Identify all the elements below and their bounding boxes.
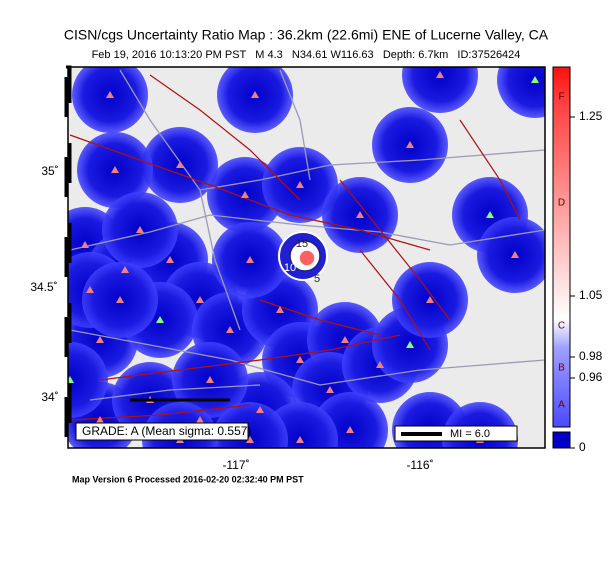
road xyxy=(89,384,261,401)
station xyxy=(246,256,254,263)
contour xyxy=(298,249,316,267)
epicenter-contours: 15 10 5 xyxy=(278,231,328,285)
fault xyxy=(459,119,521,221)
station xyxy=(206,376,214,383)
colorbar-label: 0.96 xyxy=(579,370,603,384)
colorbar: 1.25 1.05 0.98 0.96 0 F D C B A xyxy=(552,66,603,454)
station xyxy=(356,211,364,218)
station xyxy=(296,181,304,188)
station xyxy=(86,286,94,293)
colorbar-zero xyxy=(552,431,571,449)
station xyxy=(226,326,234,333)
station xyxy=(116,296,124,303)
station xyxy=(326,386,334,393)
station xyxy=(106,91,114,98)
station xyxy=(96,416,104,423)
colorbar-label: 1.05 xyxy=(579,288,603,302)
roads xyxy=(69,69,545,401)
contour-label: 5 xyxy=(314,273,320,285)
station xyxy=(376,361,384,368)
station xyxy=(156,316,164,323)
station xyxy=(341,336,349,343)
lat-label: 34˚ xyxy=(41,390,58,404)
station xyxy=(436,71,444,78)
station xyxy=(296,436,304,443)
grade-letter: C xyxy=(558,321,565,332)
coverage-blob xyxy=(72,67,148,133)
fault xyxy=(359,249,431,351)
lon-label: -116˚ xyxy=(406,458,433,472)
map-title: CISN/cgs Uncertainty Ratio Map : 36.2km … xyxy=(64,27,549,43)
grade-letter: B xyxy=(558,363,565,374)
colorbar-label: 0 xyxy=(579,440,586,454)
map-subtitle: Feb 19, 2016 10:13:20 PM PST M 4.3 N34.6… xyxy=(92,49,521,61)
station xyxy=(276,306,284,313)
station xyxy=(81,241,89,248)
road xyxy=(69,214,545,251)
fault xyxy=(69,134,431,251)
station-coverage xyxy=(68,67,545,448)
station xyxy=(406,341,414,348)
lat-label: 35˚ xyxy=(41,164,58,178)
grade-box xyxy=(75,422,249,441)
station xyxy=(346,426,354,433)
station xyxy=(111,166,119,173)
colorbar-label: 1.25 xyxy=(579,109,603,123)
scale-box xyxy=(394,425,518,442)
road xyxy=(279,69,311,181)
station xyxy=(176,161,184,168)
station xyxy=(426,296,434,303)
map-area: 15 10 5 GRADE: A (Mean sigma: 0.557) MI … xyxy=(68,67,545,448)
coverage-blob xyxy=(402,67,478,113)
station xyxy=(486,211,494,218)
colorbar-gradient xyxy=(552,66,571,428)
station xyxy=(296,356,304,363)
map-frame xyxy=(67,66,546,449)
coverage-blob xyxy=(217,67,293,133)
station xyxy=(121,266,129,273)
station xyxy=(96,336,104,343)
station xyxy=(256,406,264,413)
fault xyxy=(99,334,401,381)
grade-letter: F xyxy=(558,92,564,103)
station xyxy=(136,226,144,233)
station xyxy=(406,141,414,148)
contour-label: 15 xyxy=(296,238,308,250)
colorbar-label: 0.98 xyxy=(579,349,603,363)
grade-letter: A xyxy=(558,400,565,411)
road xyxy=(199,149,545,191)
lon-label: -117˚ xyxy=(222,458,249,472)
fault xyxy=(339,179,451,321)
station xyxy=(531,76,539,83)
road xyxy=(69,329,545,386)
footer: Map Version 6 Processed 2016-02-20 02:32… xyxy=(72,474,304,484)
station xyxy=(511,251,519,258)
grade-letter: D xyxy=(558,198,565,209)
station xyxy=(68,376,74,383)
station xyxy=(246,436,254,443)
fault xyxy=(149,74,301,201)
station xyxy=(241,191,249,198)
grade-label: GRADE: A (Mean sigma: 0.557) xyxy=(82,424,251,438)
contour-label: 10 xyxy=(284,262,296,274)
scale-label: MI = 6.0 xyxy=(450,428,490,440)
frame-ticks xyxy=(64,65,72,450)
lat-label: 34.5˚ xyxy=(30,280,57,294)
station xyxy=(196,416,204,423)
station xyxy=(251,91,259,98)
station xyxy=(166,256,174,263)
coverage-blob xyxy=(477,217,545,293)
station xyxy=(196,296,204,303)
